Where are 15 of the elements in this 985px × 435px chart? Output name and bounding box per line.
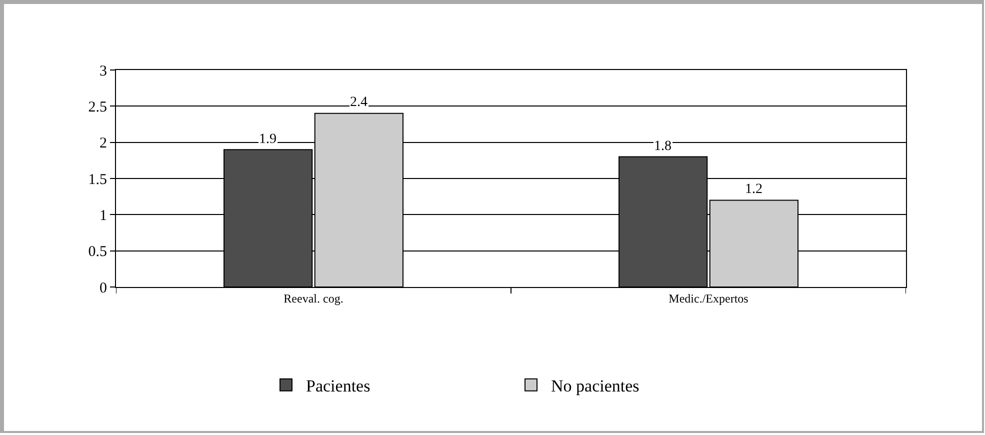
x-tick-label: Medic./Expertos xyxy=(668,291,749,306)
y-tick-label: 3 xyxy=(100,63,107,80)
x-tick-label: Reeval. cog. xyxy=(284,291,344,306)
data-label: 1.8 xyxy=(654,139,672,154)
data-label: 1.2 xyxy=(745,182,762,197)
y-tick-label: 0 xyxy=(100,280,107,296)
y-tick-label: 1 xyxy=(100,208,107,224)
legend-label: No pacientes xyxy=(551,376,640,396)
y-tick-label: 2 xyxy=(100,136,107,152)
y-tick-label: 2.5 xyxy=(88,99,107,116)
data-label: 1.9 xyxy=(259,132,276,147)
legend-label: Pacientes xyxy=(306,376,370,396)
y-tick-label: 0.5 xyxy=(88,244,107,260)
data-label: 2.4 xyxy=(350,95,368,110)
y-tick-label: 1.5 xyxy=(88,172,107,188)
